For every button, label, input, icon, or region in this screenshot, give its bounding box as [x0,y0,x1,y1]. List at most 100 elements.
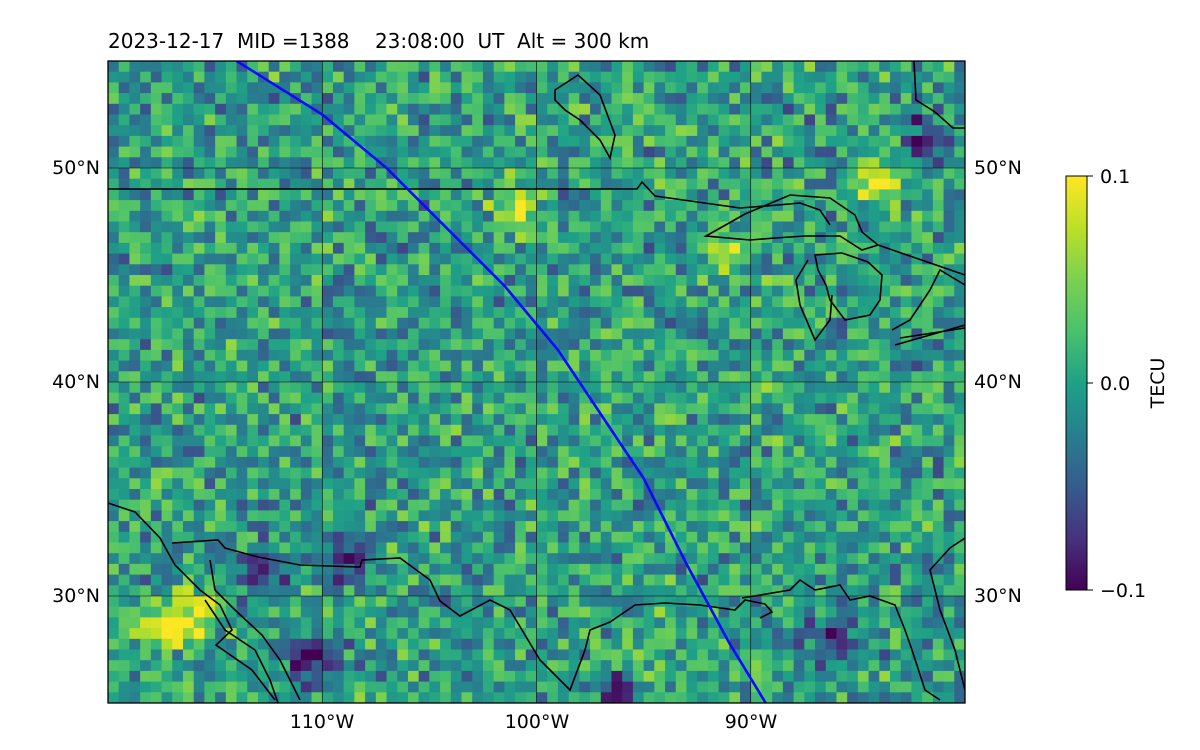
heatmap-cell [782,146,795,158]
heatmap-cell [118,489,131,501]
heatmap-cell [236,285,248,297]
heatmap-cell [697,317,709,330]
heatmap-cell [343,307,355,319]
heatmap-cell [440,103,452,116]
heatmap-cell [461,114,473,126]
heatmap-cell [697,670,709,683]
heatmap-cell [611,307,623,319]
heatmap-cell [450,275,463,287]
heatmap-cell [761,521,773,533]
heatmap-cell [461,478,473,490]
heatmap-cell [225,499,238,511]
heatmap-cell [740,125,752,137]
heatmap-cell [772,553,784,565]
heatmap-cell [600,253,613,265]
heatmap-cell [140,285,152,297]
heatmap-cell [782,210,795,223]
heatmap-cell [568,146,580,158]
heatmap-cell [686,574,698,586]
heatmap-cell [568,499,580,511]
heatmap-cell [193,456,206,469]
heatmap-cell [193,221,206,233]
heatmap-cell [857,146,870,158]
heatmap-cell [911,553,923,565]
heatmap-cell [590,553,602,565]
heatmap-cell [386,489,398,501]
heatmap-cell [857,360,870,372]
heatmap-cell [215,114,227,126]
heatmap-cell [836,638,848,651]
heatmap-cell [750,61,763,73]
heatmap-cell [879,456,891,469]
heatmap-cell [761,489,773,501]
heatmap-cell [815,414,827,426]
heatmap-cell [172,339,184,351]
heatmap-cell [118,285,131,297]
heatmap-cell [718,210,730,223]
heatmap-cell [397,467,409,479]
heatmap-cell [525,61,538,73]
heatmap-cell [397,189,409,201]
heatmap-cell [493,210,505,223]
heatmap-cell [643,339,655,351]
heatmap-cell [215,135,227,148]
heatmap-cell [547,307,559,319]
heatmap-cell [461,660,473,672]
heatmap-cell [611,114,623,126]
heatmap-cell [772,521,784,533]
heatmap-cell [407,628,420,640]
heatmap-cell [172,210,184,223]
heatmap-cell [118,553,131,565]
heatmap-cell [193,606,206,618]
heatmap-cell [418,553,430,565]
heatmap-cell [825,328,838,340]
heatmap-cell [675,681,688,693]
heatmap-cell [204,307,216,319]
heatmap-cell [247,61,259,73]
heatmap-cell [568,135,580,148]
heatmap-cell [204,606,216,618]
heatmap-cell [386,157,398,169]
heatmap-cell [279,510,291,522]
heatmap-cell [204,542,216,554]
heatmap-cell [504,553,516,565]
heatmap-cell [868,382,880,394]
heatmap-cell [922,210,934,223]
heatmap-cell [140,82,152,94]
heatmap-cell [440,467,452,479]
heatmap-cell [793,670,805,683]
heatmap-cell [300,178,313,190]
heatmap-cell [279,221,291,233]
heatmap-cell [868,531,880,544]
heatmap-cell [515,82,527,94]
heatmap-cell [375,264,388,276]
heatmap-cell [804,531,816,544]
heatmap-cell [675,114,688,126]
heatmap-cell [482,93,495,105]
heatmap-cell [472,242,484,255]
heatmap-cell [547,103,559,116]
heatmap-cell [900,489,913,501]
heatmap-cell [879,285,891,297]
heatmap-cell [204,360,216,372]
heatmap-cell [407,242,420,255]
heatmap-cell [397,157,409,169]
heatmap-cell [686,596,698,608]
heatmap-cell [611,200,623,212]
heatmap-cell [225,275,238,287]
heatmap-cell [268,456,280,469]
heatmap-cell [311,178,323,190]
heatmap-cell [836,456,848,469]
heatmap-cell [311,521,323,533]
heatmap-cell [247,382,259,394]
heatmap-cell [504,232,516,244]
heatmap-cell [954,210,965,223]
heatmap-cell [482,424,495,437]
heatmap-cell [182,135,195,148]
heatmap-cell [332,189,345,201]
heatmap-cell [590,606,602,618]
heatmap-cell [407,168,420,180]
heatmap-cell [825,510,838,522]
heatmap-cell [686,93,698,105]
heatmap-cell [504,403,516,415]
